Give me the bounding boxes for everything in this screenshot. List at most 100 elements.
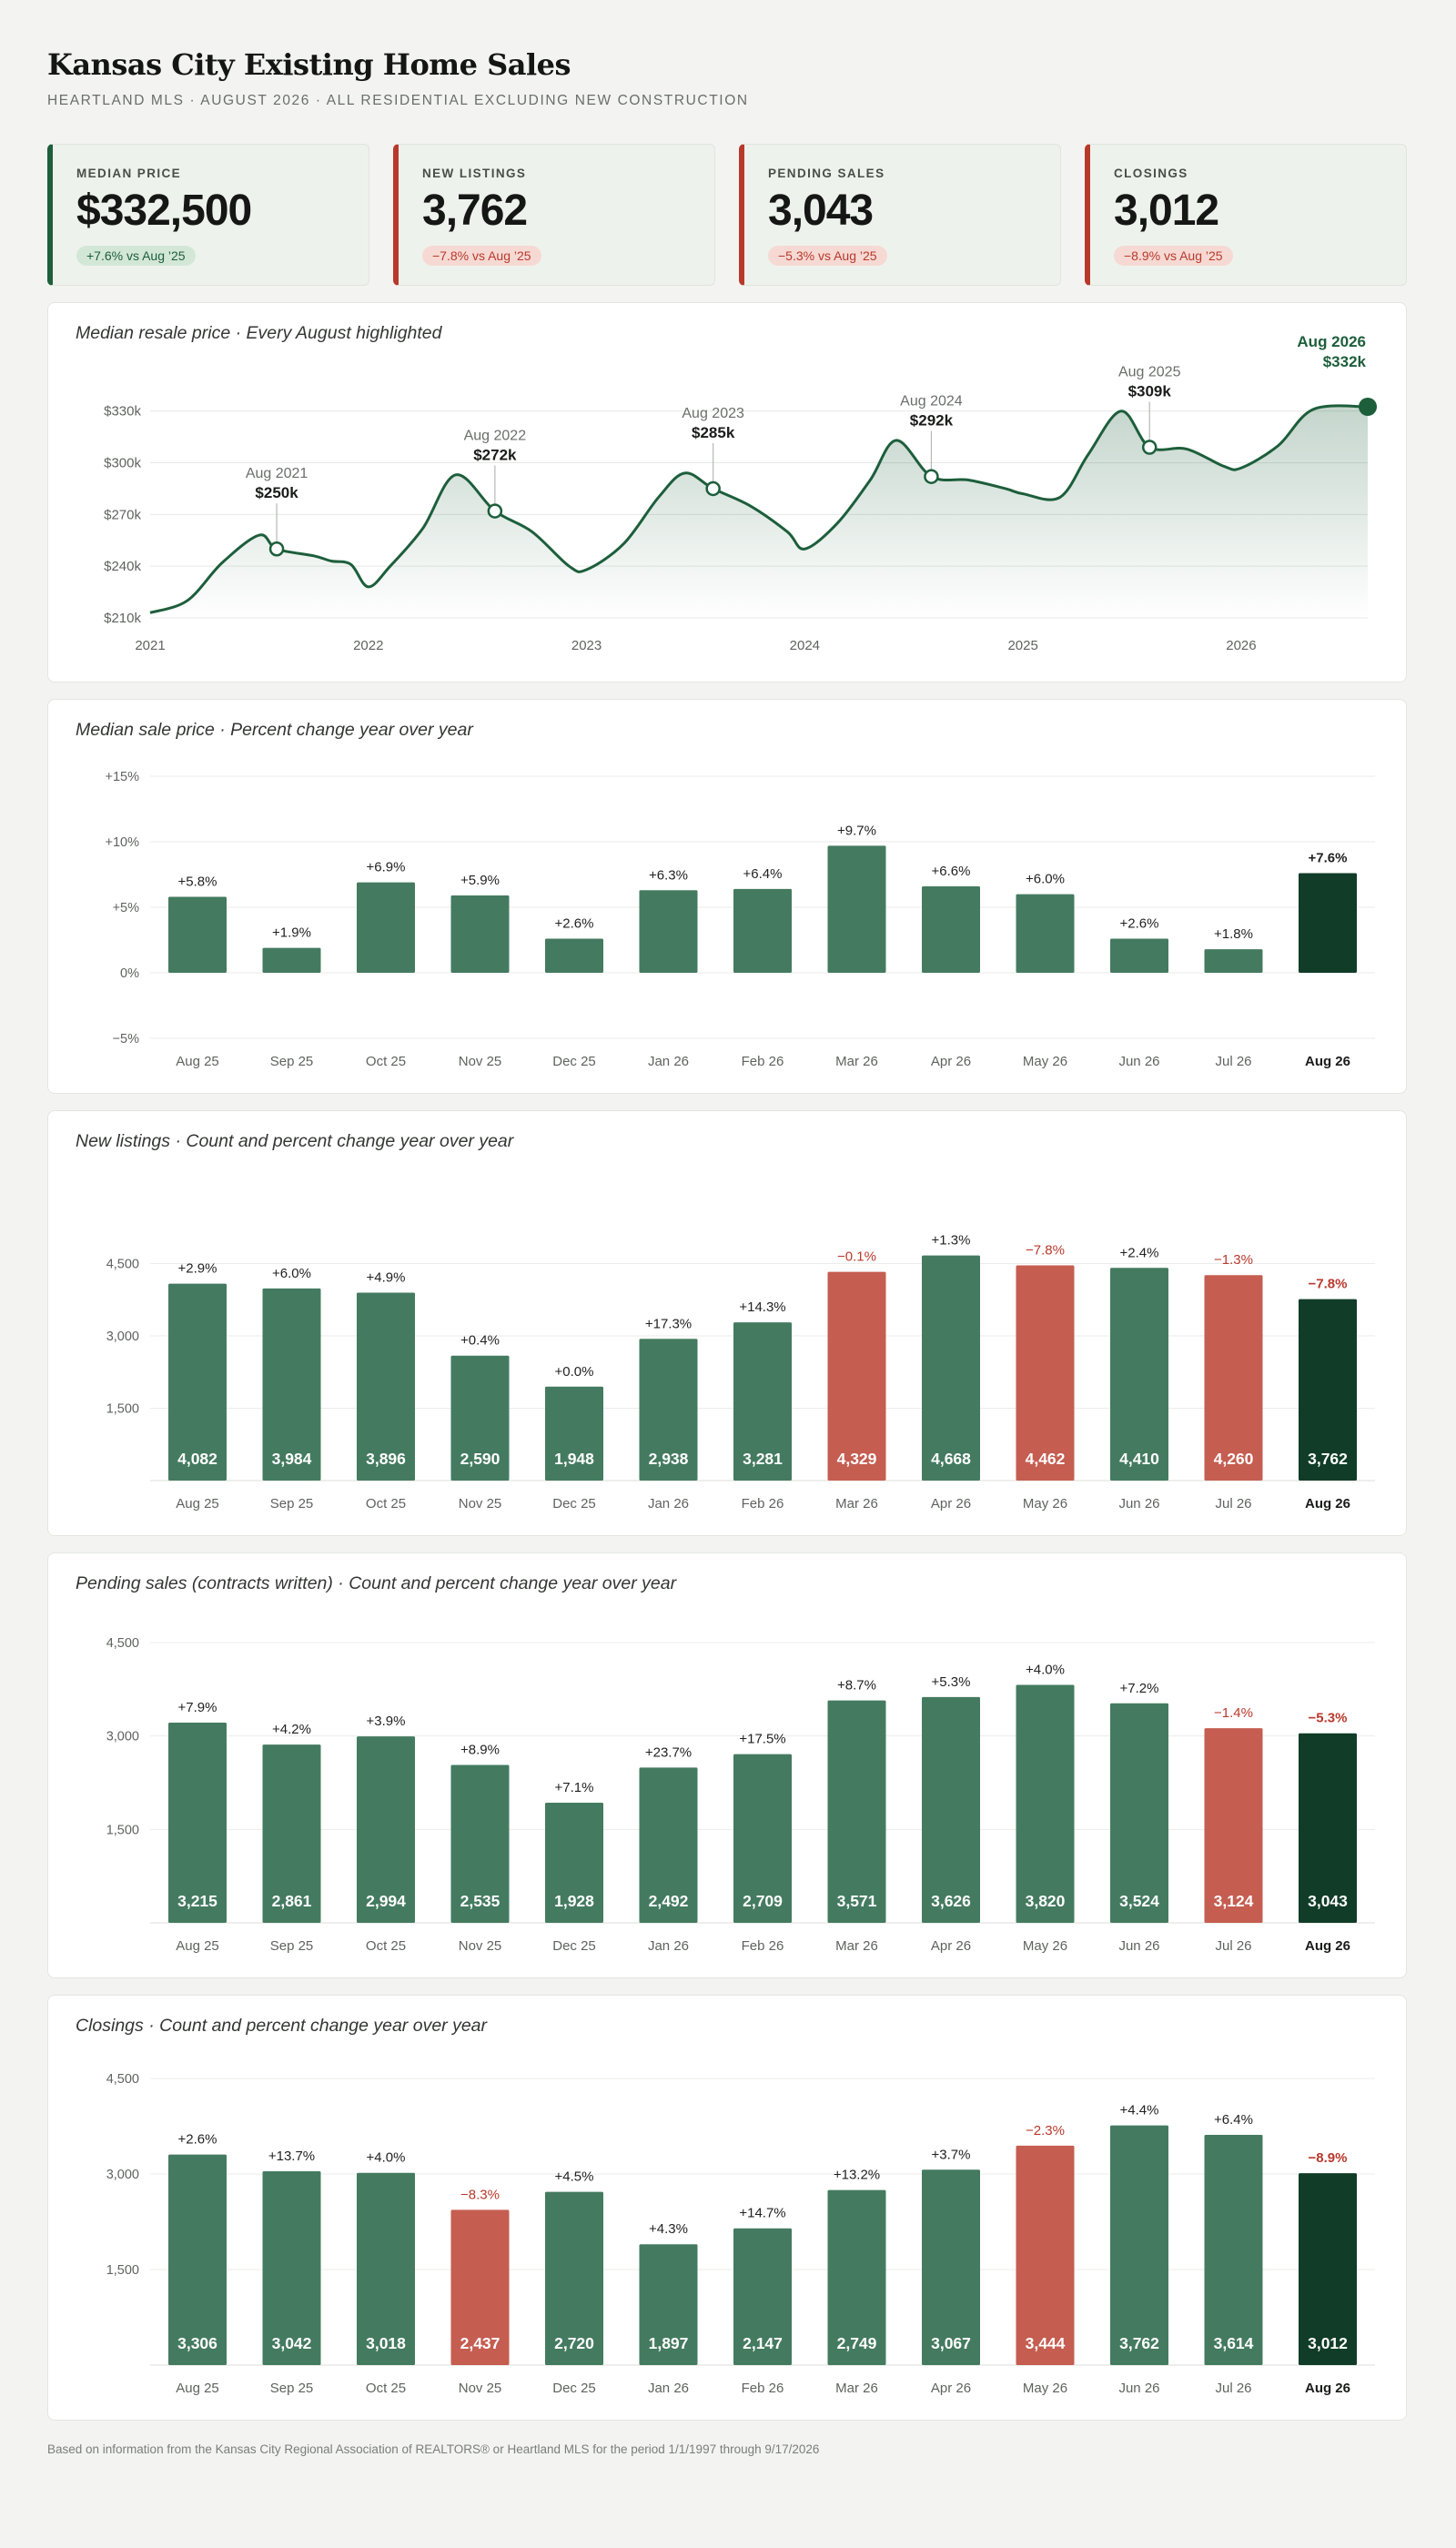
y-tick-label: 4,500 bbox=[106, 1258, 139, 1272]
bar-top-label: +4.4% bbox=[1120, 2103, 1159, 2118]
bar-value-label: 3,018 bbox=[366, 2334, 406, 2352]
x-tick-label: Sep 25 bbox=[270, 1496, 314, 1512]
bar-top-label: +6.9% bbox=[367, 860, 406, 875]
bar-top-label: −0.1% bbox=[837, 1249, 876, 1265]
new-listings-chart: 1,500 3,000 4,500 +2.9% 4,082 Aug 25 +6.0% 3,98… bbox=[106, 1233, 1375, 1512]
bar-value-label: 2,709 bbox=[743, 1892, 783, 1910]
bar-value-label: 2,861 bbox=[272, 1892, 312, 1910]
bar-top-label: −1.3% bbox=[1214, 1252, 1253, 1268]
bar-jun-26 bbox=[1110, 938, 1168, 973]
bar-value-label: 3,762 bbox=[1308, 1450, 1348, 1468]
x-tick-label: Jan 26 bbox=[648, 1496, 689, 1512]
x-tick-label: Nov 25 bbox=[459, 1054, 502, 1069]
bar-top-label: +6.4% bbox=[1214, 2112, 1253, 2128]
bar-value-label: 3,524 bbox=[1119, 1892, 1159, 1910]
x-tick-label: 2023 bbox=[571, 638, 602, 653]
bar-dec-25 bbox=[545, 1386, 603, 1481]
bar-top-label: +7.1% bbox=[555, 1780, 594, 1795]
bar-top-label: +8.9% bbox=[460, 1742, 500, 1757]
x-tick-label: Aug 25 bbox=[176, 2381, 219, 2396]
x-tick-label: Oct 25 bbox=[366, 1496, 406, 1512]
bar-jan-26 bbox=[639, 2244, 698, 2365]
x-tick-label: Aug 25 bbox=[176, 1938, 219, 1954]
closings-panel: Closings · Count and percent change year… bbox=[47, 1995, 1407, 2421]
chart-title: Median resale price · Every August highl… bbox=[76, 323, 442, 343]
bar-mar-26 bbox=[827, 1700, 886, 1923]
x-tick-label: Nov 25 bbox=[459, 1496, 502, 1512]
bar-value-label: 3,896 bbox=[366, 1450, 406, 1468]
x-tick-label: Jul 26 bbox=[1215, 1938, 1251, 1954]
bar-jun-26 bbox=[1110, 2125, 1168, 2365]
price-yoy-panel: Median sale price · Percent change year … bbox=[47, 699, 1407, 1094]
x-tick-label: Nov 25 bbox=[459, 2381, 502, 2396]
august-point-marker bbox=[924, 469, 939, 484]
bar-top-label: +4.9% bbox=[367, 1270, 406, 1286]
august-point-marker bbox=[1141, 440, 1158, 455]
x-tick-label: Feb 26 bbox=[742, 2381, 784, 2396]
bar-dec-25 bbox=[545, 2191, 603, 2365]
x-tick-label: Jan 26 bbox=[648, 1938, 689, 1954]
x-tick-label: May 26 bbox=[1023, 1054, 1067, 1069]
bar-value-label: 3,042 bbox=[272, 2334, 312, 2352]
bar-oct-25 bbox=[357, 2172, 415, 2365]
y-tick-label: $240k bbox=[104, 559, 141, 574]
bar-value-label: 3,043 bbox=[1308, 1892, 1348, 1910]
x-tick-label: Mar 26 bbox=[835, 2381, 878, 2396]
bar-value-label: 2,994 bbox=[366, 1892, 406, 1910]
bar-aug-26 bbox=[1299, 873, 1357, 973]
bar-apr-26 bbox=[922, 2169, 980, 2365]
bar-value-label: 3,012 bbox=[1308, 2334, 1348, 2352]
x-tick-label: Dec 25 bbox=[552, 1938, 596, 1954]
bar-jul-26 bbox=[1204, 1728, 1263, 1923]
x-tick-label: Apr 26 bbox=[931, 2381, 971, 2396]
bar-value-label: 3,626 bbox=[931, 1892, 971, 1910]
bar-feb-26 bbox=[733, 888, 792, 973]
bar-jun-26 bbox=[1110, 1268, 1168, 1481]
kpi-value: $332,500 bbox=[76, 187, 252, 235]
bar-top-label: +2.9% bbox=[178, 1261, 217, 1277]
chart-title: Pending sales (contracts written) · Coun… bbox=[76, 1573, 677, 1593]
x-tick-label: Nov 25 bbox=[459, 1938, 502, 1954]
y-tick-label: $300k bbox=[104, 456, 141, 471]
bar-value-label: 2,147 bbox=[743, 2334, 783, 2352]
bar-value-label: 3,571 bbox=[837, 1892, 877, 1910]
x-tick-label: Oct 25 bbox=[366, 1054, 406, 1069]
bar-feb-26 bbox=[733, 2228, 792, 2365]
kpi-label: NEW LISTINGS bbox=[422, 167, 527, 180]
kpi-value: 3,043 bbox=[768, 187, 874, 235]
bar-top-label: +6.3% bbox=[649, 867, 688, 883]
bar-aug-25 bbox=[168, 2154, 227, 2365]
bar-top-label: +4.5% bbox=[555, 2169, 594, 2185]
bar-top-label: +1.8% bbox=[1214, 926, 1253, 942]
bar-value-label: 4,260 bbox=[1214, 1450, 1254, 1468]
bar-aug-25 bbox=[168, 1722, 227, 1923]
x-tick-label: Dec 25 bbox=[552, 1054, 596, 1069]
bar-top-label: +13.7% bbox=[268, 2149, 315, 2164]
bar-value-label: 3,281 bbox=[743, 1450, 783, 1468]
y-tick-label: $330k bbox=[104, 404, 141, 420]
x-tick-label: Sep 25 bbox=[270, 2381, 314, 2396]
x-tick-label: Oct 25 bbox=[366, 1938, 406, 1954]
bar-value-label: 2,437 bbox=[460, 2334, 500, 2352]
x-tick-label: Feb 26 bbox=[742, 1938, 784, 1954]
kpi-label: CLOSINGS bbox=[1114, 167, 1188, 180]
bar-aug-25 bbox=[168, 896, 227, 973]
x-tick-label: 2022 bbox=[353, 638, 383, 653]
y-tick-label: −5% bbox=[113, 1032, 140, 1046]
bar-top-label: +4.0% bbox=[1026, 1663, 1065, 1678]
bar-top-label: −2.3% bbox=[1026, 2123, 1065, 2138]
bar-top-label: +14.7% bbox=[739, 2206, 785, 2221]
bar-top-label: +2.6% bbox=[555, 916, 594, 932]
annotation-value: $332k bbox=[1323, 353, 1367, 370]
x-tick-label: Apr 26 bbox=[931, 1496, 971, 1512]
x-tick-label: Apr 26 bbox=[931, 1054, 971, 1069]
bar-value-label: 3,614 bbox=[1214, 2334, 1254, 2352]
x-tick-label: Jul 26 bbox=[1215, 1496, 1251, 1512]
new-listings-panel: New listings · Count and percent change … bbox=[47, 1110, 1407, 1536]
bar-value-label: 1,948 bbox=[554, 1450, 594, 1468]
bar-mar-26 bbox=[827, 1271, 886, 1481]
x-tick-label: Mar 26 bbox=[835, 1054, 878, 1069]
bar-top-label: +7.2% bbox=[1120, 1681, 1159, 1696]
x-tick-label: Sep 25 bbox=[270, 1938, 314, 1954]
kpi-value: 3,012 bbox=[1114, 187, 1219, 235]
